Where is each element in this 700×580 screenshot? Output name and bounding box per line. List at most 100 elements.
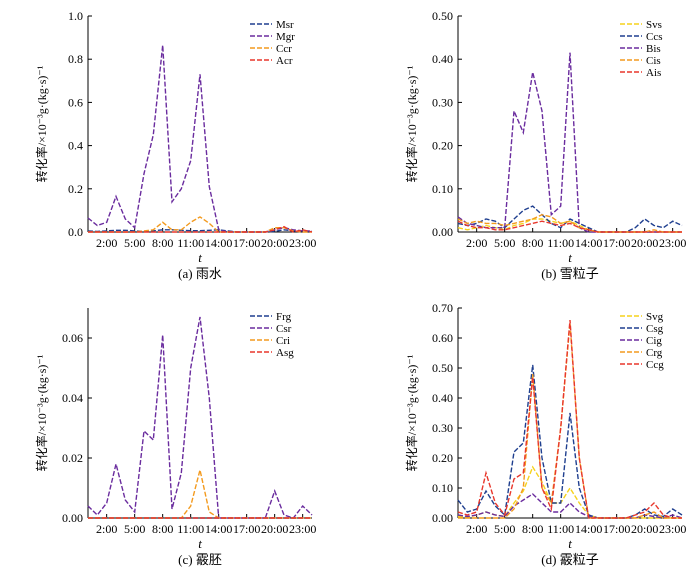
x-tick-label: 14:00: [205, 522, 232, 536]
legend-label: Asg: [276, 347, 294, 359]
x-tick-label: 17:00: [233, 236, 260, 250]
series-line-msr: [87, 229, 313, 233]
legend-label: Svg: [646, 311, 664, 323]
x-tick-label: 2:00: [466, 522, 487, 536]
y-tick-label: 0.00: [62, 511, 83, 525]
y-tick-label: 0.40: [432, 52, 453, 66]
x-tick-label: 20:00: [261, 522, 288, 536]
x-tick-label: 11:00: [547, 236, 574, 250]
y-tick-label: 0.00: [432, 225, 453, 239]
legend-label: Cig: [646, 335, 662, 347]
x-tick-label: 20:00: [261, 236, 288, 250]
x-tick-label: 5:00: [494, 236, 515, 250]
x-tick-label: 2:00: [96, 522, 117, 536]
x-tick-label: 17:00: [603, 522, 630, 536]
legend-label: Mgr: [276, 31, 295, 43]
x-tick-label: 11:00: [177, 522, 204, 536]
x-tick-label: 2:00: [96, 236, 117, 250]
x-axis-label: t: [198, 536, 202, 551]
legend-label: Csr: [276, 323, 292, 335]
y-tick-label: 0.20: [432, 139, 453, 153]
y-tick-label: 0.10: [432, 481, 453, 495]
legend-label: Acr: [276, 55, 293, 67]
x-tick-label: 5:00: [124, 236, 145, 250]
x-axis-label: t: [568, 536, 572, 551]
legend-label: Crg: [646, 347, 663, 359]
series-line-csr: [87, 316, 313, 519]
x-tick-label: 17:00: [603, 236, 630, 250]
y-tick-label: 0.70: [432, 301, 453, 315]
legend-label: Ccs: [646, 31, 663, 43]
y-tick-label: 0.30: [432, 95, 453, 109]
legend-label: Ccg: [646, 359, 664, 371]
y-tick-label: 0.50: [432, 9, 453, 23]
y-tick-label: 0.40: [432, 391, 453, 405]
x-tick-label: 8:00: [522, 236, 543, 250]
x-tick-label: 23:00: [659, 522, 686, 536]
panel-caption: (b) 雪粒子: [541, 266, 598, 281]
series-line-ais: [457, 220, 682, 233]
series-line-cig: [457, 493, 683, 519]
y-tick-label: 0.30: [432, 421, 453, 435]
x-tick-label: 23:00: [289, 236, 316, 250]
legend-label: Ais: [646, 67, 661, 79]
y-tick-label: 0.50: [432, 361, 453, 375]
y-tick-label: 0.20: [432, 451, 453, 465]
y-tick-label: 0.60: [432, 331, 453, 345]
y-tick-label: 1.0: [68, 9, 83, 23]
x-tick-label: 14:00: [575, 236, 602, 250]
series-line-ccs: [457, 205, 683, 233]
y-axis-label: 转化率/×10⁻³g·(kg·s)⁻¹: [404, 65, 419, 182]
legend-label: Msr: [276, 19, 294, 31]
chart-panel-3: 0.00 0.02 0.04 0.06 2:00 5:00 8:00 11:00 14:00 17…: [34, 308, 316, 567]
series-line-csg: [457, 364, 683, 519]
series-line-ccr: [88, 216, 312, 233]
legend-label: Frg: [276, 311, 292, 323]
series-line-cri: [88, 469, 312, 519]
y-axis-label: 转化率/×10⁻³g·(kg·s)⁻¹: [404, 354, 419, 471]
y-tick-label: 0.02: [62, 451, 83, 465]
x-tick-label: 23:00: [659, 236, 686, 250]
x-tick-label: 14:00: [205, 236, 232, 250]
chart-panel-2: 0.00 0.10 0.20 0.30 0.40 0.50 2:00 5:00 8:00 11:0…: [404, 9, 686, 281]
x-tick-label: 2:00: [466, 236, 487, 250]
legend-label: Csg: [646, 323, 664, 335]
series-line-bis: [457, 52, 682, 233]
x-tick-label: 20:00: [631, 236, 658, 250]
y-tick-label: 0.0: [68, 225, 83, 239]
chart-panel-1: 0.0 0.2 0.4 0.6 0.8 1.0 2:00 5:00 8:00 11:00 14:00…: [34, 9, 316, 281]
legend-label: Svs: [646, 19, 662, 31]
x-tick-label: 20:00: [631, 522, 658, 536]
series-line-cis: [457, 213, 682, 233]
x-axis-label: t: [198, 250, 202, 265]
x-tick-label: 5:00: [494, 522, 515, 536]
legend-label: Bis: [646, 43, 661, 55]
x-tick-label: 17:00: [233, 522, 260, 536]
panel-caption: (d) 霰粒子: [541, 552, 598, 567]
series-line-ccg: [457, 319, 682, 519]
x-tick-label: 14:00: [575, 522, 602, 536]
y-tick-label: 0.4: [68, 139, 83, 153]
x-axis-label: t: [568, 250, 572, 265]
x-tick-label: 8:00: [522, 522, 543, 536]
x-tick-label: 11:00: [547, 522, 574, 536]
y-tick-label: 0.8: [68, 52, 83, 66]
x-tick-label: 23:00: [289, 522, 316, 536]
y-tick-label: 0.00: [432, 511, 453, 525]
chart-panel-4: 0.00 0.10 0.20 0.30 0.40 0.50 0.60 0.70 2:00 5:00…: [404, 301, 686, 567]
x-tick-label: 8:00: [152, 236, 173, 250]
x-tick-label: 8:00: [152, 522, 173, 536]
y-tick-label: 0.10: [432, 182, 453, 196]
x-tick-label: 5:00: [124, 522, 145, 536]
y-tick-label: 0.6: [68, 95, 83, 109]
x-tick-label: 11:00: [177, 236, 204, 250]
legend-label: Cri: [276, 335, 290, 347]
series-line-acr: [88, 225, 313, 233]
legend-label: Cis: [646, 55, 661, 67]
panel-caption: (a) 雨水: [178, 266, 222, 281]
